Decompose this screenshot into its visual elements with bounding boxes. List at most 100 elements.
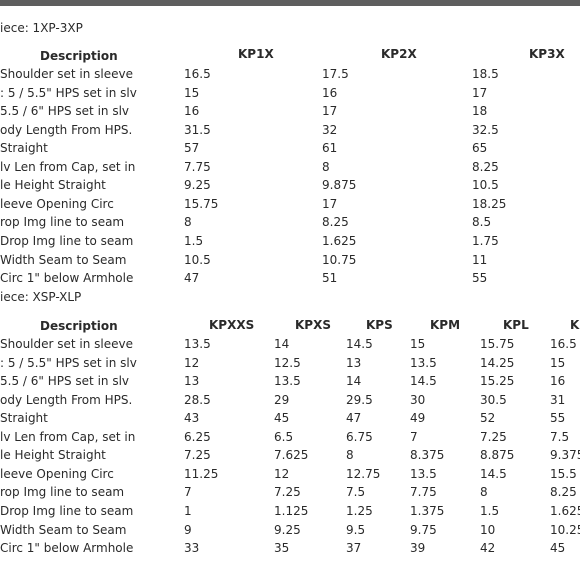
description-header: Description xyxy=(40,49,118,63)
value-cell: 7.25 xyxy=(480,429,507,444)
value-cell: 6.5 xyxy=(274,429,294,444)
value-cell: 14.25 xyxy=(480,355,515,370)
value-cell: 16 xyxy=(550,374,566,389)
size-header: K xyxy=(570,318,580,332)
value-cell: 8 xyxy=(346,448,354,463)
value-cell: 45 xyxy=(550,541,566,556)
value-cell: 12.5 xyxy=(274,355,301,370)
row-label: Drop Img line to seam xyxy=(0,503,134,518)
value-cell: 1.5 xyxy=(184,233,204,248)
row-label: Shoulder set in sleeve xyxy=(0,67,133,81)
value-cell: 13.5 xyxy=(410,355,437,370)
size-header: KP1X xyxy=(238,47,274,61)
value-cell: 43 xyxy=(184,411,200,426)
value-cell: 49 xyxy=(410,411,426,426)
size-header: KPL xyxy=(503,318,529,332)
row-label: ody Length From HPS. xyxy=(0,392,133,407)
value-cell: 1.75 xyxy=(472,233,499,248)
value-cell: 8 xyxy=(184,215,192,230)
value-cell: 13.5 xyxy=(274,374,301,389)
value-cell: 12.75 xyxy=(346,466,381,481)
value-cell: 11.25 xyxy=(184,466,219,481)
value-cell: 47 xyxy=(184,271,200,286)
size-header: KP2X xyxy=(381,47,417,61)
row-label: Straight xyxy=(0,411,48,426)
row-label: 5.5 / 6" HPS set in slv xyxy=(0,104,130,119)
value-cell: 8 xyxy=(480,485,488,500)
row-label: le Height Straight xyxy=(0,448,106,463)
value-cell: 55 xyxy=(550,411,566,426)
value-cell: 17 xyxy=(322,196,338,211)
value-cell: 29 xyxy=(274,392,290,407)
size-header: KPXXS xyxy=(209,318,255,332)
value-cell: 13.5 xyxy=(410,466,437,481)
value-cell: 15 xyxy=(410,337,426,351)
value-cell: 18.5 xyxy=(472,67,499,81)
value-cell: 11 xyxy=(472,252,488,267)
row-label: Width Seam to Seam xyxy=(0,522,127,537)
value-cell: 17 xyxy=(472,85,488,100)
value-cell: 8.25 xyxy=(550,485,577,500)
row-label: 5.5 / 6" HPS set in slv xyxy=(0,374,130,389)
value-cell: 10.5 xyxy=(184,252,211,267)
value-cell: 15.75 xyxy=(184,196,219,211)
row-label: Drop Img line to seam xyxy=(0,233,134,248)
value-cell: 9.25 xyxy=(274,522,301,537)
value-cell: 7.25 xyxy=(274,485,301,500)
value-cell: 10.25 xyxy=(550,522,580,537)
value-cell: 13 xyxy=(184,374,200,389)
value-cell: 7.75 xyxy=(410,485,437,500)
value-cell: 9.375 xyxy=(550,448,580,463)
row-label: lv Len from Cap, set in xyxy=(0,429,136,444)
value-cell: 18 xyxy=(472,104,488,119)
value-cell: 16 xyxy=(184,104,200,119)
value-cell: 14.5 xyxy=(346,337,373,351)
size-header: KPM xyxy=(430,318,461,332)
value-cell: 10 xyxy=(480,522,496,537)
value-cell: 9.875 xyxy=(322,178,357,193)
row-label: Width Seam to Seam xyxy=(0,252,127,267)
value-cell: 57 xyxy=(184,141,200,156)
value-cell: 16 xyxy=(322,85,338,100)
row-label: Straight xyxy=(0,141,48,156)
value-cell: 8.875 xyxy=(480,448,515,463)
value-cell: 29.5 xyxy=(346,392,373,407)
value-cell: 15.25 xyxy=(480,374,515,389)
top-bar xyxy=(0,0,580,6)
value-cell: 31.5 xyxy=(184,122,211,137)
value-cell: 1 xyxy=(184,503,192,518)
value-cell: 1.625 xyxy=(322,233,357,248)
value-cell: 7.75 xyxy=(184,159,211,174)
value-cell: 16.5 xyxy=(550,337,577,351)
value-cell: 16.5 xyxy=(184,67,211,81)
value-cell: 15 xyxy=(184,85,200,100)
value-cell: 7.625 xyxy=(274,448,309,463)
row-label: le Height Straight xyxy=(0,178,106,193)
value-cell: 39 xyxy=(410,541,426,556)
value-cell: 9.75 xyxy=(410,522,437,537)
value-cell: 10.5 xyxy=(472,178,499,193)
value-cell: 8.375 xyxy=(410,448,445,463)
value-cell: 35 xyxy=(274,541,290,556)
value-cell: 15.75 xyxy=(480,337,515,351)
value-cell: 12 xyxy=(274,466,290,481)
row-label: Shoulder set in sleeve xyxy=(0,337,133,351)
value-cell: 14 xyxy=(346,374,362,389)
value-cell: 28.5 xyxy=(184,392,211,407)
value-cell: 61 xyxy=(322,141,338,156)
value-cell: 8.5 xyxy=(472,215,492,230)
size-header: KPXS xyxy=(295,318,331,332)
description-header: Description xyxy=(40,319,118,333)
value-cell: 7.5 xyxy=(550,429,570,444)
value-cell: 8.25 xyxy=(472,159,499,174)
value-cell: 31 xyxy=(550,392,566,407)
value-cell: 55 xyxy=(472,271,488,286)
value-cell: 30.5 xyxy=(480,392,507,407)
value-cell: 9.5 xyxy=(346,522,366,537)
value-cell: 1.625 xyxy=(550,503,580,518)
value-cell: 1.25 xyxy=(346,503,373,518)
row-label: leeve Opening Circ xyxy=(0,466,114,481)
size-header: KPS xyxy=(366,318,393,332)
value-cell: 12 xyxy=(184,355,200,370)
value-cell: 51 xyxy=(322,271,338,286)
